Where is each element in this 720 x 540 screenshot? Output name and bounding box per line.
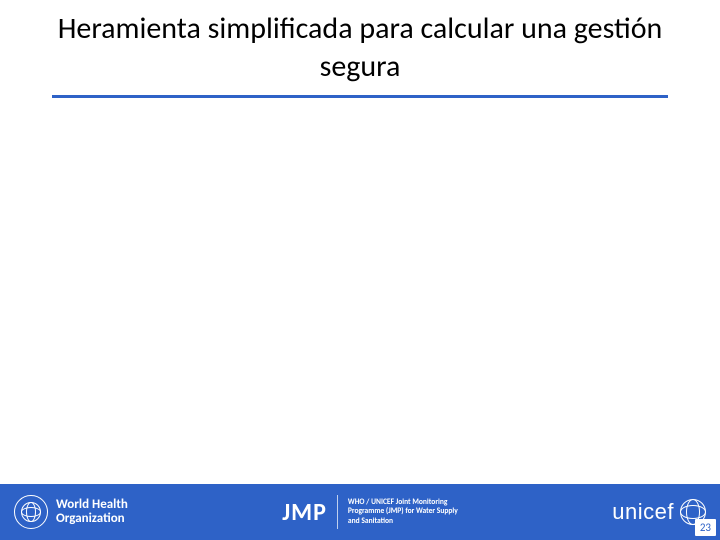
jmp-divider bbox=[337, 495, 338, 529]
footer-bar: World Health Organization JMP WHO / UNIC… bbox=[0, 484, 720, 540]
who-line2: Organization bbox=[56, 512, 128, 526]
jmp-sub-line2: Programme (JMP) for Water Supply bbox=[348, 507, 458, 516]
unicef-label: unicef bbox=[612, 499, 674, 525]
jmp-sub-line3: and Sanitation bbox=[348, 517, 458, 526]
page-number: 23 bbox=[695, 519, 716, 536]
jmp-label: JMP bbox=[282, 498, 327, 527]
title-underline bbox=[52, 95, 668, 98]
who-line1: World Health bbox=[56, 498, 128, 512]
jmp-subtitle: WHO / UNICEF Joint Monitoring Programme … bbox=[348, 498, 458, 526]
who-text: World Health Organization bbox=[56, 498, 128, 525]
slide-title: Heramienta simplificada para calcular un… bbox=[0, 10, 720, 85]
who-emblem-icon bbox=[14, 495, 48, 529]
jmp-logo-block: JMP WHO / UNICEF Joint Monitoring Progra… bbox=[204, 495, 536, 529]
who-logo-block: World Health Organization bbox=[14, 495, 204, 529]
slide: Heramienta simplificada para calcular un… bbox=[0, 0, 720, 540]
unicef-logo-block: unicef bbox=[536, 499, 706, 525]
jmp-sub-line1: WHO / UNICEF Joint Monitoring bbox=[348, 498, 458, 507]
